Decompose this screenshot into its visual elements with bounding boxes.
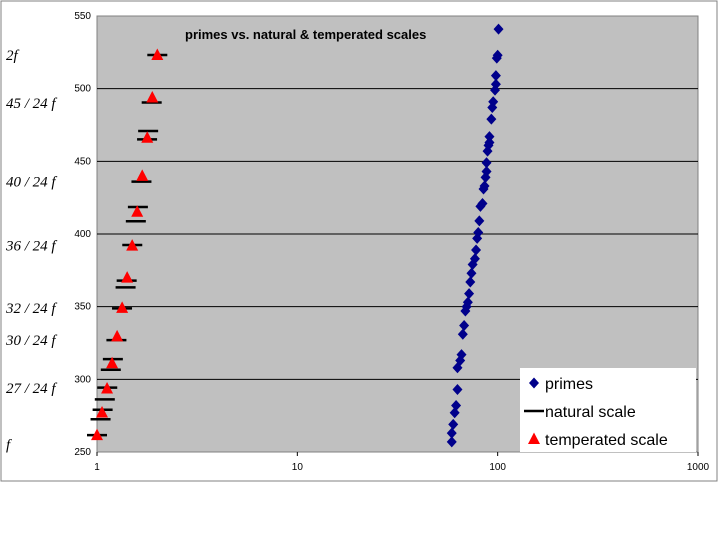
y-tick-label: 250 xyxy=(74,447,91,458)
diamond-point xyxy=(465,276,476,288)
diamond-point xyxy=(466,267,477,279)
x-tick-label: 1000 xyxy=(687,462,710,473)
triangle-point xyxy=(116,301,129,313)
x-tick-label: 100 xyxy=(489,462,506,473)
triangle-point xyxy=(131,205,144,217)
legend-label: primes xyxy=(545,376,593,393)
gridlines xyxy=(97,88,698,380)
triangle-point xyxy=(96,405,109,418)
diamond-point xyxy=(446,427,457,439)
diamond-point xyxy=(473,227,484,239)
diamond-point xyxy=(481,157,492,169)
frequency-annotation: 32 / 24 f xyxy=(5,301,57,317)
diamond-point xyxy=(484,136,495,148)
y-tick-label: 550 xyxy=(74,11,91,22)
diamond-point xyxy=(474,215,485,227)
diamond-point xyxy=(456,349,467,361)
diamond-point xyxy=(459,320,470,332)
y-tick-label: 400 xyxy=(74,229,91,240)
x-axis-tick-labels: 1 10 100 1000 xyxy=(94,452,710,473)
frequency-annotation: 40 / 24 f xyxy=(6,175,57,191)
y-tick-label: 350 xyxy=(74,302,91,313)
frequency-annotation: 27 / 24 f xyxy=(6,381,57,397)
series-diamond xyxy=(446,23,504,448)
diamond-point xyxy=(448,418,459,430)
frequency-annotation: f xyxy=(6,438,12,454)
frequency-annotations: 2f 45 / 24 f 40 / 24 f 36 / 24 f 32 / 24 f 30… xyxy=(5,48,57,453)
y-tick-label: 450 xyxy=(74,156,91,167)
diamond-point xyxy=(477,197,488,209)
diamond-point xyxy=(490,78,501,90)
x-tick-label: 1 xyxy=(94,462,100,473)
diamond-point xyxy=(471,244,482,256)
diamond-point xyxy=(449,407,460,419)
triangle-point xyxy=(136,169,149,181)
diamond-point xyxy=(493,23,504,35)
legend-box xyxy=(520,368,696,452)
legend-label: temperated scale xyxy=(545,432,668,449)
diamond-point xyxy=(446,436,457,448)
frequency-annotation: 2f xyxy=(6,48,20,64)
diamond-point xyxy=(486,113,497,125)
diamond-point xyxy=(490,70,501,82)
frequency-annotation: 45 / 24 f xyxy=(6,96,57,112)
diamond-point xyxy=(464,288,475,300)
legend-label: natural scale xyxy=(545,404,636,421)
y-tick-label: 300 xyxy=(74,374,91,385)
data-marks xyxy=(87,23,504,448)
diamond-point xyxy=(457,328,468,340)
triangle-point xyxy=(106,356,119,369)
diamond-point xyxy=(451,399,462,411)
series-triangle xyxy=(91,48,164,441)
diamond-point xyxy=(484,131,495,143)
diamond-point xyxy=(488,96,499,108)
triangle-point xyxy=(141,131,154,143)
y-axis-tick-labels: 250 300 350 400 450 500 550 xyxy=(74,11,91,458)
triangle-point xyxy=(146,91,159,103)
diamond-point xyxy=(492,49,503,61)
legend: primes natural scale temperated scale xyxy=(520,368,696,452)
triangle-point xyxy=(151,48,164,60)
triangle-point xyxy=(111,329,124,342)
triangle-point xyxy=(91,428,103,441)
frequency-annotation: 30 / 24 f xyxy=(5,333,57,349)
y-tick-label: 500 xyxy=(74,84,91,95)
x-tick-label: 10 xyxy=(292,462,304,473)
triangle-point xyxy=(101,381,114,394)
legend-marker-diamond xyxy=(529,377,539,389)
diamond-point xyxy=(469,253,480,265)
triangle-point xyxy=(121,271,134,283)
legend-marker-triangle xyxy=(528,432,540,444)
diamond-point xyxy=(462,296,473,308)
diamond-point xyxy=(452,384,463,396)
diamond-point xyxy=(481,166,492,178)
triangle-point xyxy=(126,239,139,251)
chart-title: primes vs. natural & temperated scales xyxy=(185,27,426,42)
diamond-point xyxy=(479,180,490,192)
frequency-annotation: 36 / 24 f xyxy=(5,239,57,255)
